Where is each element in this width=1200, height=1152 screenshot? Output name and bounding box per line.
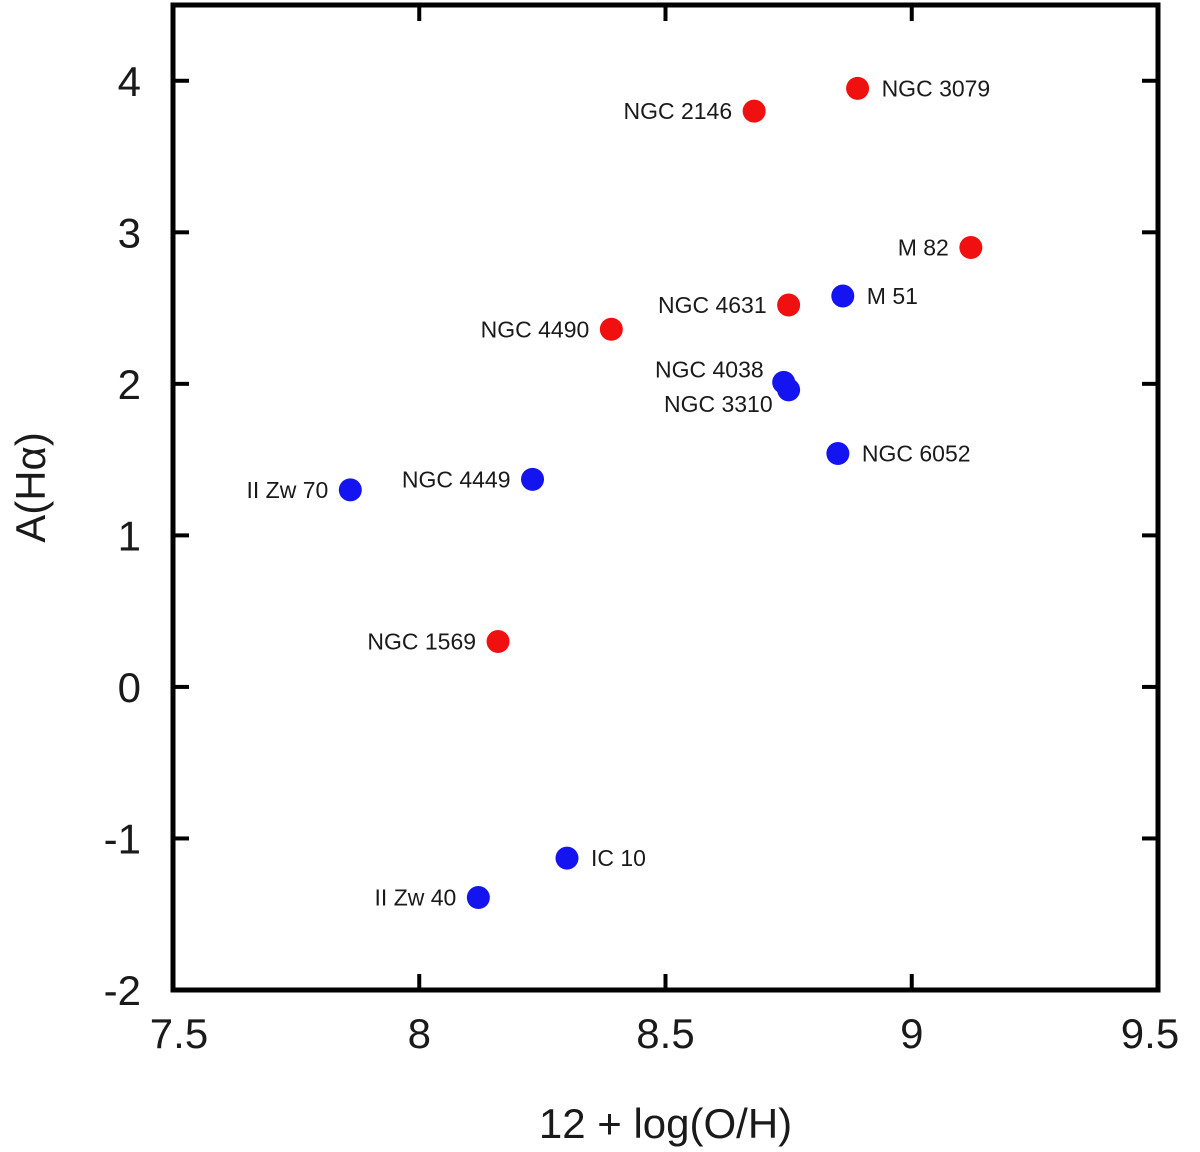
data-point-blue [521,467,545,491]
data-point-label: NGC 4631 [658,292,767,318]
y-tick-label: 2 [118,361,141,408]
data-point-label: NGC 4038 [655,356,764,382]
y-tick-label: 0 [118,664,141,711]
data-point-label: NGC 4490 [481,316,590,342]
y-tick-label: 4 [118,58,141,105]
data-point-label: NGC 6052 [862,441,971,467]
data-point-red [486,629,510,653]
data-point-labels: NGC 3079 NGC 2146 M 82 NGC 4631 NGC 4490 NGC … [246,75,990,910]
data-point-red [959,235,983,259]
data-point-label: M 51 [867,283,918,309]
data-point-red [846,76,870,100]
data-point-blue [338,478,362,502]
y-axis-title: A(Hα) [7,432,54,543]
x-tick-label: 7.5 [150,1010,208,1057]
y-tick-label: 3 [118,209,141,256]
y-tick-label: 1 [118,512,141,559]
x-tick-label: 9.5 [1121,1010,1179,1057]
data-point-label: II Zw 70 [246,477,328,503]
data-point-blue [826,442,850,466]
data-point-blue [777,378,801,402]
x-tick-label: 9 [900,1010,923,1057]
data-point-red [599,317,623,341]
data-point-label: NGC 3079 [882,75,991,101]
axis-ticks [171,5,1160,992]
y-tick-label: -1 [104,815,141,862]
data-point-label: M 82 [898,234,949,260]
data-point-label: NGC 4449 [402,466,511,492]
data-point-blue [831,284,855,308]
x-axis-title: 12 + log(O/H) [539,1100,792,1147]
data-point-red [742,99,766,123]
y-tick-label: -2 [104,967,141,1014]
x-tick-label: 8 [408,1010,431,1057]
data-point-label: NGC 1569 [367,628,476,654]
data-point-label: NGC 3310 [664,391,773,417]
axis-tick-labels: 7.5 8 8.5 9 9.5 -2 -1 0 1 2 3 4 [104,58,1180,1057]
data-point-red [777,293,801,317]
data-point-blue [555,846,579,870]
data-point-label: II Zw 40 [375,885,457,911]
data-point-blue [466,886,490,910]
data-point-label: IC 10 [591,845,646,871]
data-points [338,76,983,910]
x-tick-label: 8.5 [636,1010,694,1057]
data-point-label: NGC 2146 [623,98,732,124]
